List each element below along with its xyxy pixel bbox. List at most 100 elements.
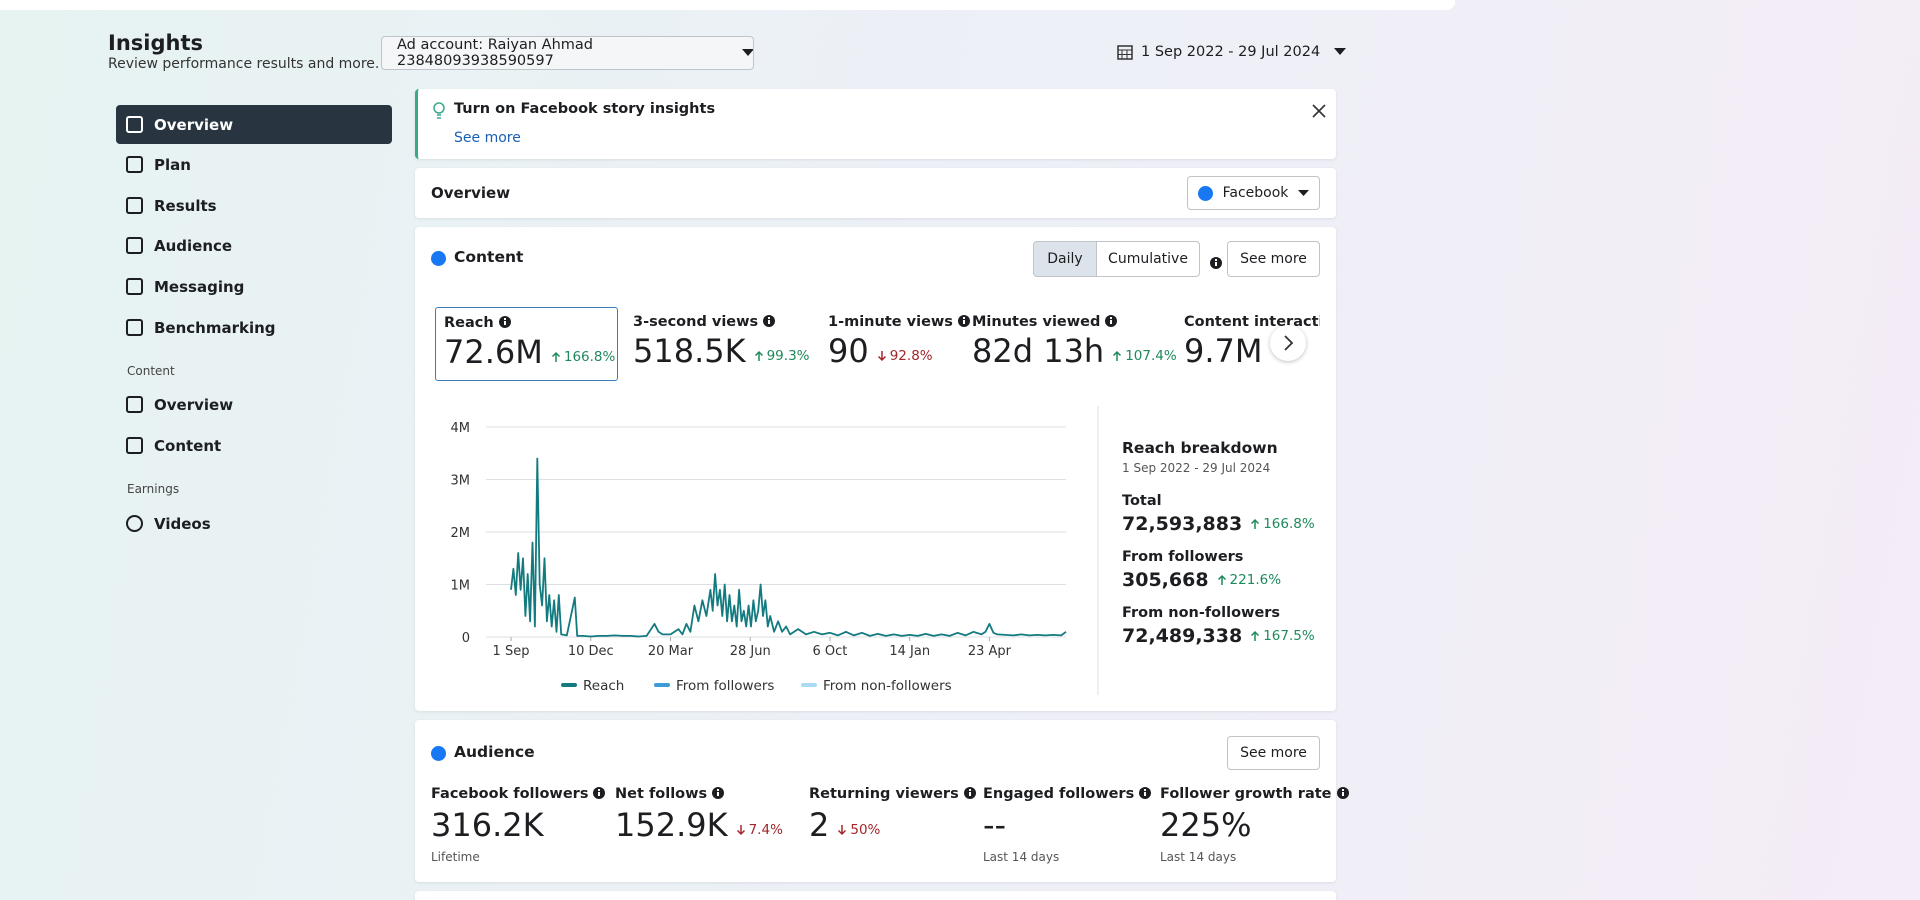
nav-icon [126,319,143,336]
nav-item[interactable]: Overview [116,385,392,424]
info-icon [1336,787,1349,799]
breakdown-change-text: 166.8% [1263,516,1315,532]
cumulative-toggle[interactable]: Cumulative [1096,241,1200,277]
trend-arrow [1251,518,1260,529]
audience-title: Audience [454,743,535,761]
ad-account: Ad account: Raiyan Ahmad 238480939385905… [397,37,593,69]
breakdown-change: 166.8% [1250,516,1315,532]
nav-icon [126,156,143,173]
breakdown-value-row: 305,668 221.6% [1122,569,1315,591]
breakdown-label: From non-followers [1122,605,1281,621]
trend-arrow [1113,350,1122,361]
nav-item[interactable]: Messaging [116,267,392,306]
trend-arrow [838,825,847,836]
info-icon [957,315,970,327]
info-icon [1105,315,1118,327]
platform-dropdown[interactable]: Facebook [1187,176,1320,210]
breakdown-change-text: 167.5% [1263,628,1315,644]
metric-label: Reach [444,315,609,331]
see-more-button[interactable]: See more [1227,736,1320,770]
trend-arrow [754,350,763,361]
y-tick-label: 1M [451,579,471,594]
arrow [838,825,847,836]
next-button[interactable] [1270,325,1306,361]
nav-icon [126,515,143,532]
x-tick-label: 10 Dec [568,644,614,659]
see-more-button[interactable]: See more [1227,241,1320,277]
metric-value: 225% [1160,806,1252,844]
caret [1298,189,1310,196]
metric-value: 72.6M [444,333,543,371]
metric-label-text: 1-minute views [828,314,953,330]
breakdown-title: Reach breakdown [1122,439,1278,457]
metric-note: Lifetime [431,850,480,864]
nav-item[interactable]: Plan [116,145,392,184]
nav-item[interactable]: Videos [116,504,392,543]
nav-label: Overview [154,115,234,134]
metric-value-row: 90 92.8% [828,332,970,370]
nav-label: Overview [154,395,234,414]
metric-label: Minutes viewed [972,314,1177,330]
nav-icon [126,278,143,295]
metric-change: 7.4% [736,822,783,838]
metric[interactable]: Reach 72.6M 166.8% [435,307,618,381]
metric-label: 3-second views [633,314,809,330]
arrow [1217,574,1226,585]
arrow [1113,350,1122,361]
nav-label: Plan [154,155,191,174]
metric[interactable]: Minutes viewed 82d 13h 107.4% [972,307,1185,381]
metric-label-text: Follower growth rate [1160,786,1332,802]
audience-metric: Facebook followers 316.2K Lifetime [431,786,606,864]
date-range: 1 Sep 2022 - 29 Jul 2024 [1141,44,1321,60]
chevron [1284,335,1294,351]
legend-label: From non-followers [823,678,952,694]
nav-item[interactable]: Benchmarking [116,308,392,347]
metric-change-text: 92.8% [889,348,933,364]
caret [1334,48,1347,55]
audience-card: Audience See more Facebook followers 316.… [415,720,1349,882]
metric-label-text: Engaged followers [983,786,1135,802]
info-icon [498,316,511,328]
nav-item[interactable]: Results [116,186,392,225]
nav-item[interactable]: Content [116,426,392,465]
trend-arrow [877,351,886,362]
x-tick-label: 28 Jun [730,644,771,659]
close-button[interactable] [1312,104,1326,118]
overview-card: Overview Facebook [415,168,1336,218]
nav-item[interactable]: Audience [116,226,392,265]
metric-label-text: Returning viewers [809,786,959,802]
arrow [551,351,560,362]
breakdown-change: 167.5% [1250,628,1315,644]
nav-label: Audience [154,236,233,255]
metric[interactable]: Content interactions9.7M [1184,307,1320,381]
banner-link[interactable]: See more [454,130,521,146]
nav-item[interactable]: Overview [116,105,392,144]
arrow [877,351,886,362]
daily-toggle[interactable]: Daily [1033,241,1097,277]
page-subtitle: Review performance results and more. [108,56,380,72]
metric-value-row: 518.5K 99.3% [633,332,809,370]
section-label: Earnings [127,482,180,496]
metric-value: 90 [828,332,869,370]
audience-metric: Follower growth rate 225% Last 14 days [1160,786,1349,864]
trend-arrow [551,351,560,362]
x-tick-label: 1 Sep [493,644,530,659]
nav-icon [126,396,143,413]
platform: Facebook [1222,185,1289,201]
ad-account-dropdown[interactable]: Ad account: Raiyan Ahmad 238480939385905… [381,36,754,70]
metric-value-row: 9.7M [1184,332,1320,370]
nav-label: Results [154,196,217,215]
metric[interactable]: 3-second views 518.5K 99.3% [633,307,817,381]
date-picker[interactable]: 1 Sep 2022 - 29 Jul 2024 [1117,44,1347,60]
banner-title: Turn on Facebook story insights [454,101,716,117]
info-icon [763,315,776,327]
breakdown-value-row: 72,489,338 167.5% [1122,625,1315,647]
metric-change-text: 99.3% [766,348,810,364]
audience-metric: Returning viewers 2 50% [809,786,976,844]
y-tick-label: 2M [451,526,471,541]
y-tick-label: 3M [451,474,471,489]
x-tick-label: 20 Mar [648,644,694,659]
breakdown-value: 72,593,883 [1122,513,1243,535]
nav-icon [126,237,143,254]
metric[interactable]: 1-minute views 90 92.8% [828,307,978,381]
